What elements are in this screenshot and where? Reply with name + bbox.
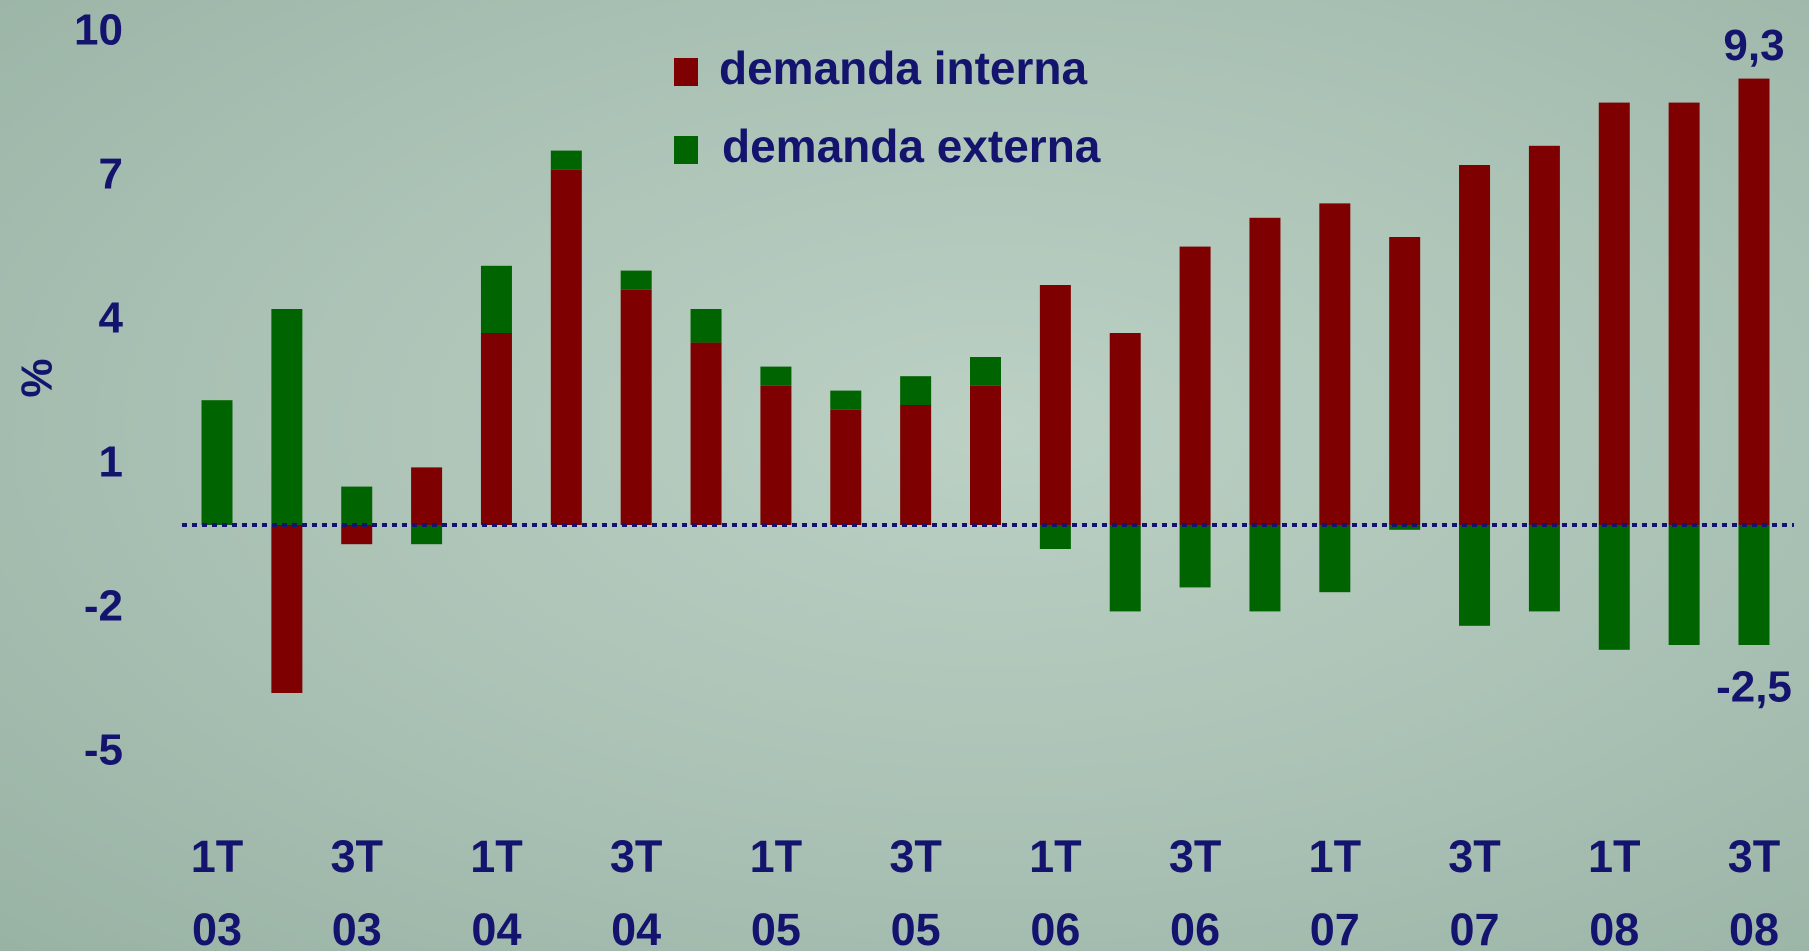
bar-segment [970,357,1001,386]
bar-segment [1249,525,1281,612]
bar-segment [830,409,862,525]
bar-segment [341,525,373,545]
y-tick-label: 10 [74,6,123,55]
bar-segment [760,385,792,525]
bar-segment [690,342,722,525]
legend-swatch [674,58,698,86]
x-tick-label: 3T 06 [1168,831,1222,951]
bar-segment [1738,525,1770,645]
bar-segment [480,333,512,525]
bar-segment [970,385,1001,525]
bar-segment [1179,525,1211,588]
bar-segment [1459,165,1491,525]
data-label: -2,5 [1716,663,1792,712]
y-tick-label: -5 [84,726,123,775]
bar-segment [1319,203,1351,525]
y-tick-label: 4 [99,294,124,343]
bar-segment [1668,525,1700,645]
bar-segment [1668,102,1700,525]
legend-label: demanda interna [719,42,1088,94]
bar-segment [1109,333,1141,525]
bar-segment [1528,525,1560,612]
bar-segment [1459,525,1491,626]
bar-segment [480,265,512,333]
bar-segment [1109,525,1141,612]
bar-segment [1249,217,1281,526]
y-tick-label: 1 [99,438,123,487]
x-tick-label: 1T 06 [1029,831,1082,951]
bar-segment [1039,525,1071,549]
bar-segment [1179,246,1211,525]
bar-segment [1598,102,1630,525]
x-tick-label: 1T 05 [749,831,803,951]
bar-segment [1528,145,1560,526]
y-tick-label: 7 [99,150,123,199]
bar-segment [411,525,443,545]
bar-segment [620,289,652,525]
x-tick-label: 1T 04 [470,831,523,951]
bar-segment [830,390,862,410]
bar-segment [1319,525,1351,593]
bar-segment [1039,285,1071,525]
bar-segment [1389,525,1421,530]
legend-label: demanda externa [722,120,1101,172]
x-tick-label: 3T 04 [609,831,663,951]
bar-segment [900,405,932,525]
bar-segment [550,169,582,526]
bar-segment [271,309,303,525]
x-tick-label: 3T 08 [1727,831,1781,951]
x-tick-label: 3T 03 [330,831,383,951]
bar-segment [201,400,233,525]
x-tick-label: 1T 03 [190,831,244,951]
x-tick-label: 3T 05 [889,831,942,951]
bar-segment [550,150,582,170]
bar-segment [760,366,792,386]
bar-segment [900,376,932,405]
bar-segment [1389,237,1421,525]
bar-segment [411,467,443,525]
x-tick-label: 1T 07 [1308,831,1362,951]
legend-swatch [674,136,698,164]
y-axis-label: % [13,358,62,397]
bar-segment [271,525,303,693]
y-tick-label: -2 [84,582,123,631]
bar-segment [690,309,722,343]
x-tick-label: 3T 07 [1448,831,1501,951]
bar-segment [341,486,373,525]
x-tick-label: 1T 08 [1588,831,1641,951]
bar-segment [620,270,652,290]
bar-segment [1738,78,1770,525]
data-label: 9,3 [1723,21,1784,70]
bar-segment [1598,525,1630,650]
